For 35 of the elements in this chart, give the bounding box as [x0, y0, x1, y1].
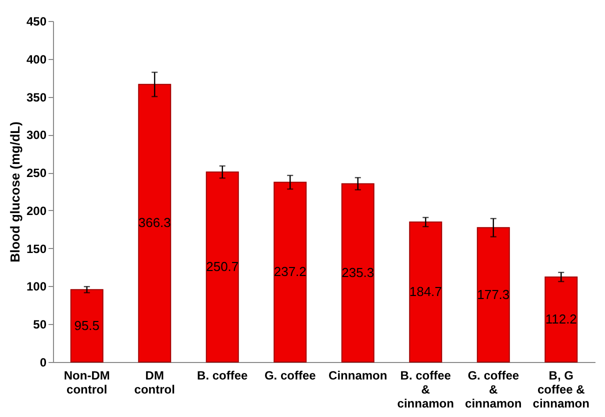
x-tick-label: B. coffee & cinnamon	[397, 368, 454, 410]
x-tick-label: DM control	[134, 368, 175, 396]
bar	[341, 183, 374, 362]
bar	[206, 172, 239, 362]
bar	[409, 222, 442, 362]
y-tick-label: 250	[26, 166, 47, 180]
y-tick-label: 50	[33, 318, 47, 332]
y-tick-label: 200	[26, 204, 47, 218]
y-tick-label: 300	[26, 128, 47, 142]
data-label: 177.3	[477, 286, 510, 302]
x-tick-label: Non-DM control	[64, 368, 110, 396]
x-tick-label: B. coffee	[197, 368, 248, 382]
y-tick-label: 400	[26, 52, 47, 66]
data-label: 95.5	[74, 318, 100, 333]
bar	[138, 84, 172, 362]
data-label: 250.7	[206, 259, 239, 274]
bar	[544, 276, 578, 362]
data-label: 235.3	[342, 264, 374, 280]
x-tick-label: B, G coffee & cinnamon	[532, 368, 590, 410]
x-tick-label: G. coffee	[264, 368, 316, 382]
y-tick-label: 100	[26, 280, 47, 294]
bar	[274, 182, 307, 362]
y-tick-label: 150	[26, 242, 47, 256]
data-label: 366.3	[138, 215, 171, 230]
x-tick-label: G. coffee & cinnamon	[465, 368, 522, 410]
y-tick-label: 450	[26, 14, 47, 28]
y-tick-label: 350	[26, 90, 47, 104]
bar	[476, 227, 510, 362]
data-label: 184.7	[409, 284, 442, 300]
y-axis-title: Blood glucose (mg/dL)	[7, 122, 22, 262]
x-tick-label: Cinnamon	[328, 368, 388, 382]
y-tick-label: 0	[40, 356, 47, 370]
bar	[70, 289, 104, 362]
data-label: 237.2	[274, 264, 306, 280]
data-label: 112.2	[545, 311, 577, 326]
